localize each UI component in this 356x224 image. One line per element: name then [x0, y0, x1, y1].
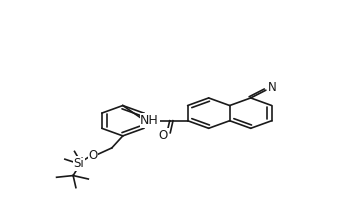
Text: O: O — [159, 129, 168, 142]
Text: O: O — [89, 149, 98, 162]
Text: NH: NH — [140, 114, 159, 127]
Text: Si: Si — [73, 157, 84, 170]
Text: N: N — [268, 81, 276, 94]
